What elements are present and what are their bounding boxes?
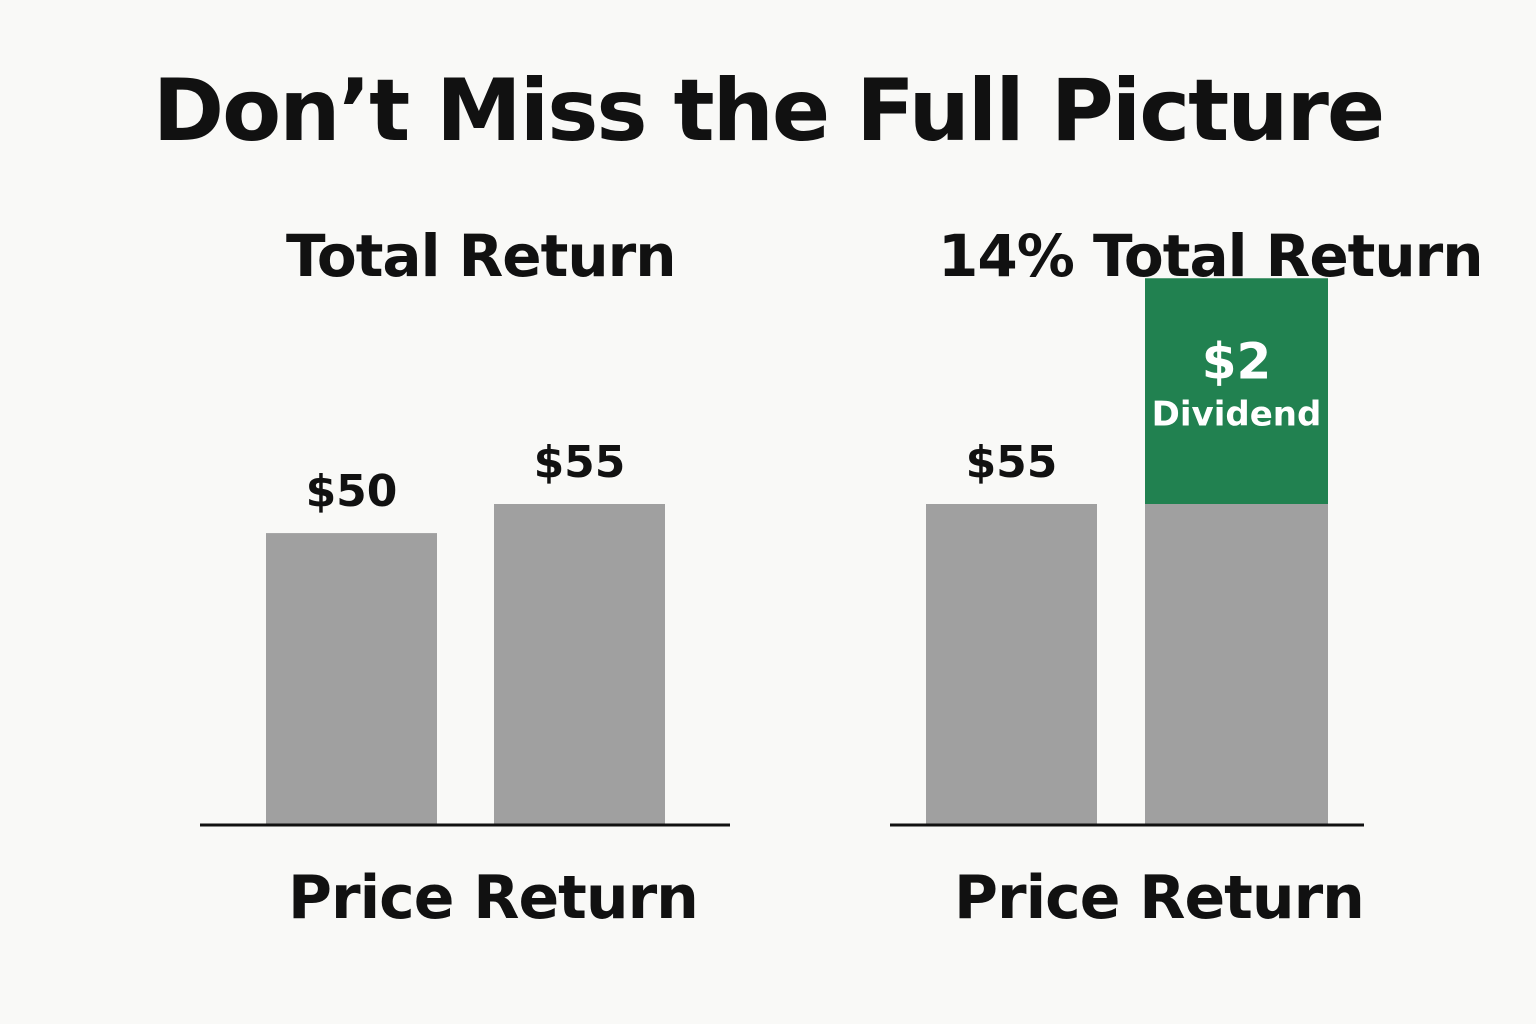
page-title: Don’t Miss the Full Picture xyxy=(152,61,1386,161)
left-chart-title: Total Return xyxy=(286,222,677,290)
price-bar xyxy=(494,504,665,824)
right-x-axis-label: Price Return xyxy=(954,863,1365,933)
dividend-name-label: Dividend xyxy=(1152,394,1322,434)
bar-value-label: $50 xyxy=(306,466,398,517)
bar-value-label: $55 xyxy=(966,437,1058,488)
price-bar xyxy=(266,533,437,824)
dividend-segment xyxy=(1145,278,1328,504)
dividend-value-label: $2 xyxy=(1202,332,1272,390)
bar-value-label: $55 xyxy=(534,437,626,488)
price-bar xyxy=(1145,504,1328,824)
price-bar xyxy=(926,504,1097,824)
left-x-axis-label: Price Return xyxy=(288,863,699,933)
